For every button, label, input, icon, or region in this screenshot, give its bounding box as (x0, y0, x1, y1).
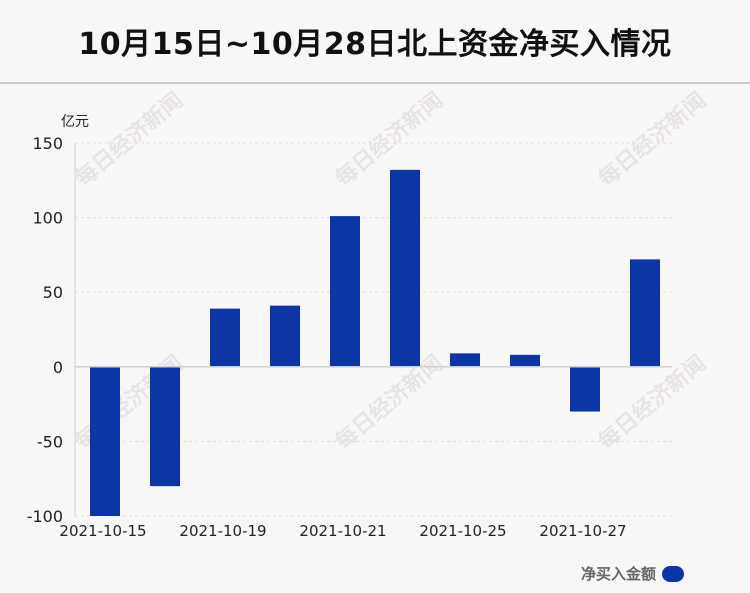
y-tick-label: 50 (43, 283, 63, 302)
y-tick-label: -50 (37, 432, 63, 451)
chart-title: 10月15日~10月28日北上资金净买入情况 (78, 27, 672, 62)
bar (570, 366, 600, 412)
bar (90, 366, 120, 516)
bar (390, 169, 420, 367)
legend-label: 净买入金额 (580, 565, 656, 583)
x-tick-label: 2021-10-25 (419, 522, 506, 540)
y-tick-label: -100 (27, 507, 63, 526)
y-unit-label: 亿元 (61, 114, 89, 130)
x-tick-label: 2021-10-27 (539, 522, 626, 540)
y-tick-label: 0 (53, 358, 63, 377)
bar (450, 353, 480, 367)
bar (210, 308, 240, 367)
bar (330, 216, 360, 367)
x-tick-label: 2021-10-15 (59, 522, 146, 540)
y-tick-label: 150 (32, 134, 63, 153)
legend: 净买入金额 (581, 563, 684, 584)
bar (510, 354, 540, 367)
x-tick-label: 2021-10-21 (299, 522, 386, 540)
bar (630, 259, 660, 367)
y-tick-label: 100 (32, 209, 63, 228)
x-tick-label: 2021-10-19 (179, 522, 266, 540)
title-bar: 10月15日~10月28日北上资金净买入情况 (0, 0, 750, 84)
bar (270, 305, 300, 367)
bar (150, 366, 180, 487)
legend-swatch (662, 565, 684, 582)
